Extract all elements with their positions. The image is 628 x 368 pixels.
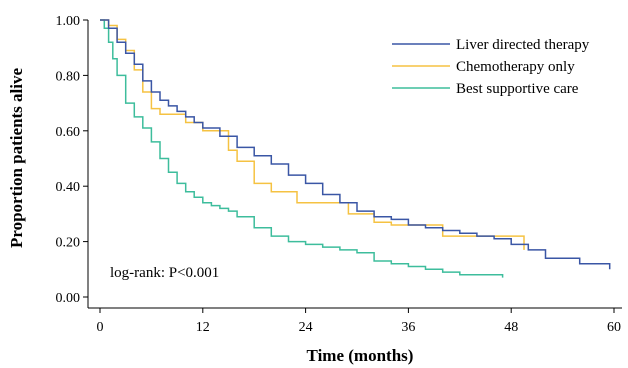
series-lines xyxy=(100,19,611,278)
x-tick-label: 48 xyxy=(504,320,518,335)
x-ticks: 0 12 24 36 48 60 xyxy=(97,308,621,335)
x-tick-label: 36 xyxy=(401,320,415,335)
series-line-chemotherapy-only xyxy=(100,19,525,250)
y-axis-title: Proportion patients alive xyxy=(7,68,26,249)
series-line-liver-directed-therapy xyxy=(100,19,611,270)
x-tick-label: 60 xyxy=(607,320,621,335)
y-tick-label: 1.00 xyxy=(56,14,81,29)
legend-label-best-supportive-care: Best supportive care xyxy=(456,81,579,97)
legend-label-liver-directed-therapy: Liver directed therapy xyxy=(456,37,590,53)
axes xyxy=(87,20,622,309)
series-line-best-supportive-care xyxy=(100,19,504,278)
x-tick-label: 12 xyxy=(196,320,210,335)
x-tick-label: 0 xyxy=(97,320,104,335)
logrank-annotation: log-rank: P<0.001 xyxy=(110,265,219,281)
x-tick-label: 24 xyxy=(299,320,313,335)
y-tick-label: 0.00 xyxy=(56,291,81,306)
legend: Liver directed therapy Chemotherapy only B… xyxy=(392,37,590,97)
y-tick-label: 0.20 xyxy=(56,236,81,251)
y-tick-label: 0.60 xyxy=(56,125,81,140)
x-axis-title: Time (months) xyxy=(307,346,414,365)
legend-label-chemotherapy-only: Chemotherapy only xyxy=(456,59,575,75)
y-tick-label: 0.40 xyxy=(56,180,81,195)
y-ticks: 0.00 0.20 0.40 0.60 0.80 1.00 xyxy=(56,14,88,306)
y-tick-label: 0.80 xyxy=(56,69,81,84)
